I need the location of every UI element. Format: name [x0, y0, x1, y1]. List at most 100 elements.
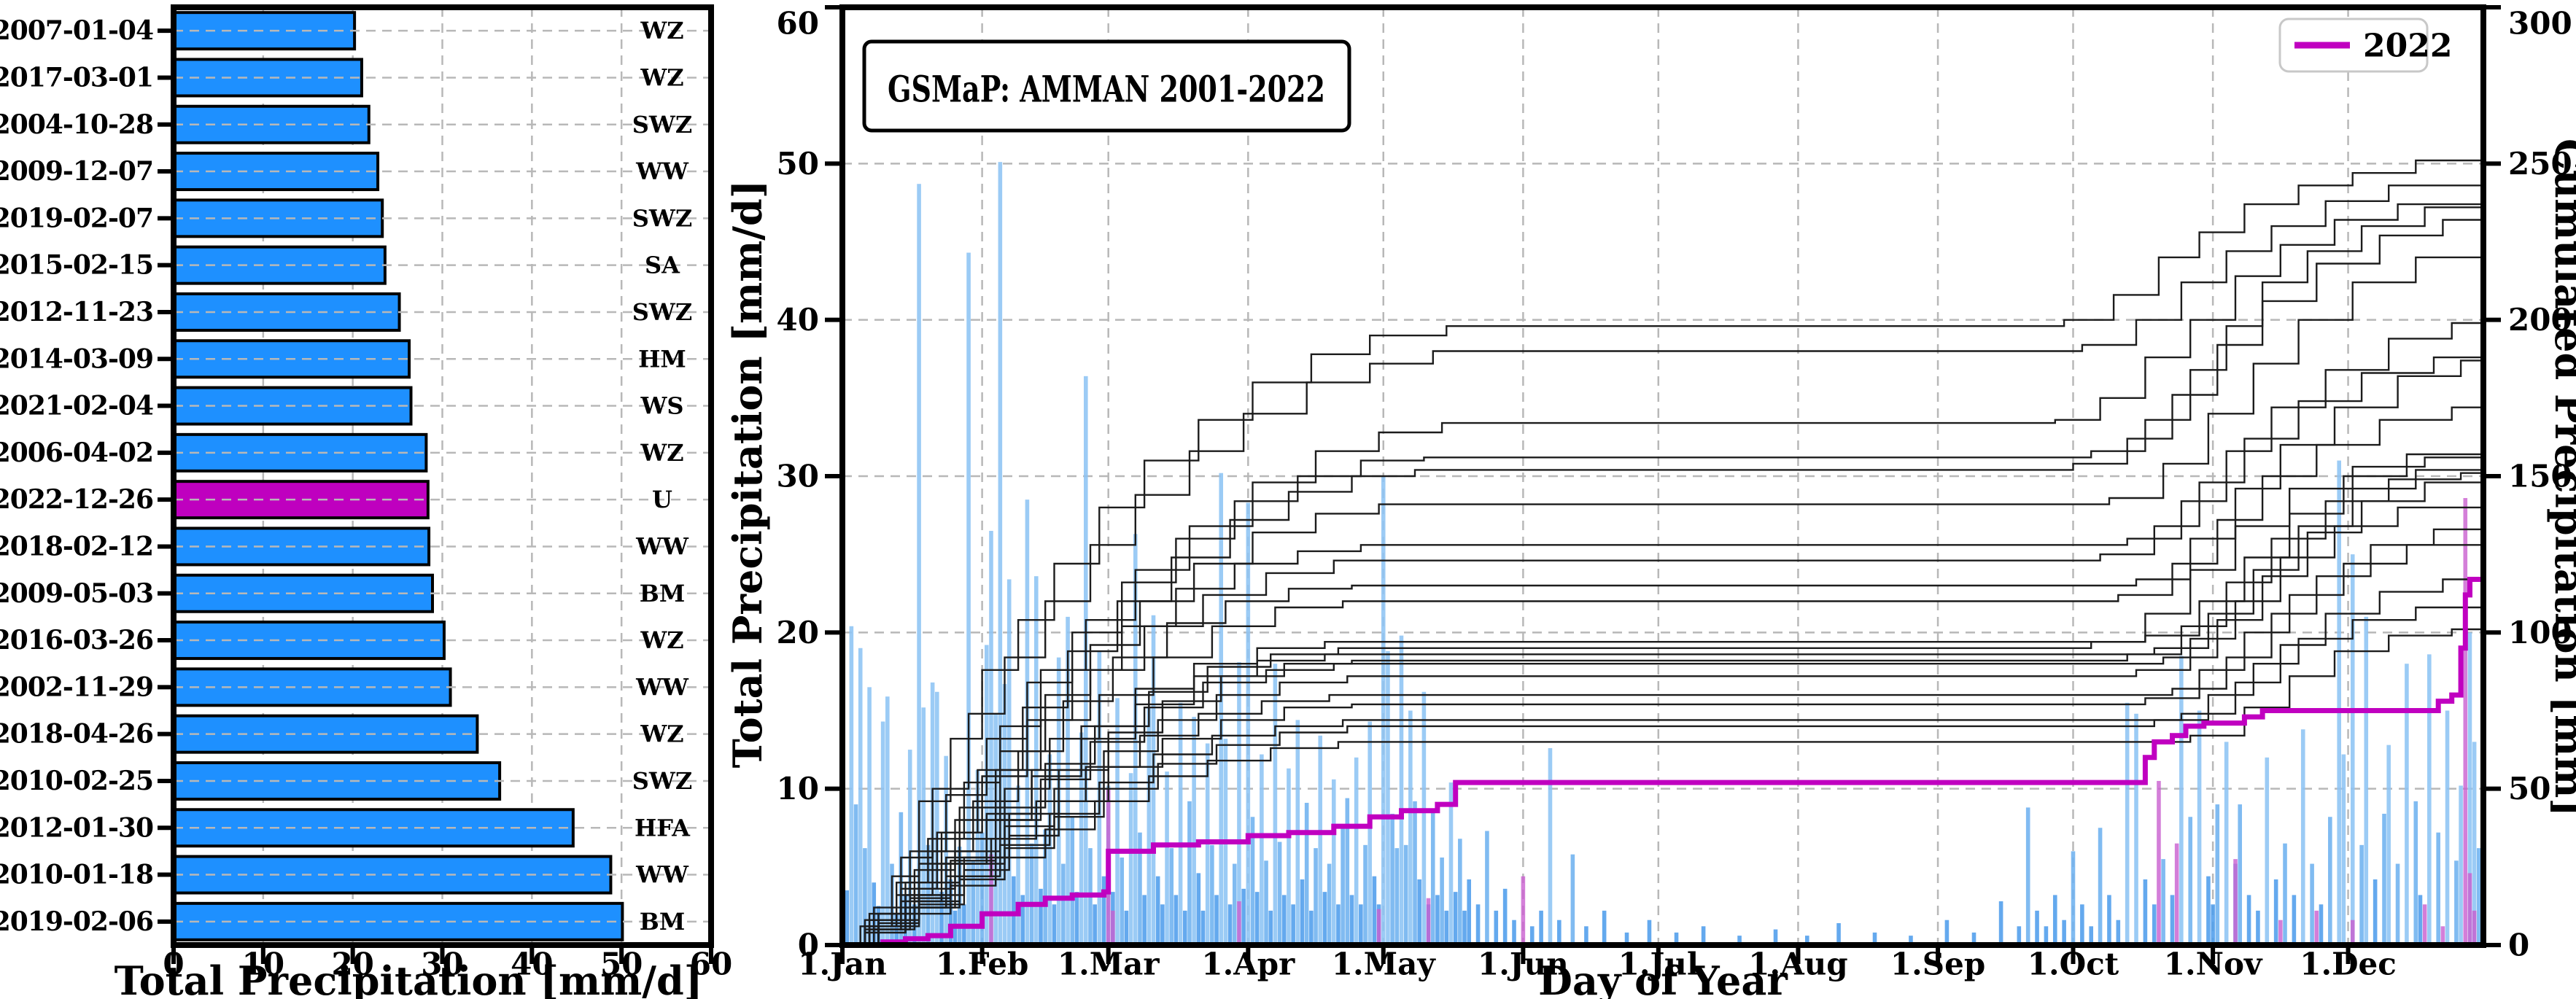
svg-text:2012-01-30: 2012-01-30: [0, 812, 153, 843]
svg-text:BM: BM: [640, 908, 685, 936]
cumulative-line-2017: [842, 213, 2485, 946]
svg-text:2012-11-23: 2012-11-23: [0, 297, 153, 327]
svg-text:WZ: WZ: [640, 720, 683, 748]
right-timeseries-chart: 1.Jan 1.Feb 1.Mar 1.Apr 1.May 1.Jun 1.Jul 1.Aug…: [777, 4, 2572, 982]
svg-text:2019-02-07: 2019-02-07: [0, 203, 153, 233]
right-ticks: [825, 5, 2501, 964]
svg-text:1.Sep: 1.Sep: [1890, 946, 1985, 982]
svg-text:2002-11-29: 2002-11-29: [0, 672, 153, 702]
svg-text:SWZ: SWZ: [632, 767, 692, 795]
left-bar-chart: WZ WZ SWZ WW SWZ SA SWZ HM WS WZ U WW BM WZ WW WZ SWZ HFA…: [0, 4, 732, 982]
svg-text:WZ: WZ: [640, 17, 683, 44]
left-hgrid: [174, 29, 711, 923]
svg-text:1.Oct: 1.Oct: [2028, 946, 2119, 982]
right-right-ytick-labels: 0 50 100 150 200 250 300: [2508, 6, 2572, 963]
right-right-yaxis-title: Cumulated Precipitation [mm]: [2546, 139, 2576, 817]
svg-text:U: U: [652, 486, 672, 513]
svg-text:30: 30: [421, 946, 463, 982]
svg-text:BM: BM: [640, 580, 685, 607]
svg-text:60: 60: [777, 6, 819, 42]
svg-text:2006-04-02: 2006-04-02: [0, 438, 153, 468]
svg-text:WS: WS: [640, 392, 683, 420]
cumulative-line-2004: [842, 535, 2485, 946]
svg-text:50: 50: [600, 946, 643, 982]
cumulative-line-2019: [842, 195, 2485, 946]
svg-text:SWZ: SWZ: [632, 298, 692, 326]
svg-text:HM: HM: [638, 345, 686, 373]
svg-text:2004-10-28: 2004-10-28: [0, 109, 153, 140]
chart-title: GSMaP: AMMAN 2001-2022: [888, 68, 1325, 111]
svg-text:10: 10: [242, 946, 284, 982]
svg-text:2015-02-15: 2015-02-15: [0, 250, 153, 281]
svg-text:SWZ: SWZ: [632, 204, 692, 232]
cumulative-line-2021: [842, 154, 2485, 946]
svg-text:1.Jul: 1.Jul: [1618, 946, 1699, 982]
svg-text:2017-03-01: 2017-03-01: [0, 62, 153, 93]
svg-text:WW: WW: [635, 861, 689, 889]
cumulative-line-2022: [842, 576, 2486, 948]
cumulative-line-2005: [842, 523, 2485, 946]
left-date-labels: 2007-01-04 2017-03-01 2004-10-28 2009-12-07…: [0, 15, 154, 937]
right-left-yaxis-title: Total Precipitation [mm/d]: [724, 180, 771, 769]
cumulative-line-2001: [842, 626, 2485, 946]
svg-text:1.Jan: 1.Jan: [798, 946, 886, 982]
svg-text:250: 250: [2508, 146, 2572, 182]
cumulative-line-2014: [842, 351, 2485, 946]
svg-text:1.Jun: 1.Jun: [1478, 946, 1569, 982]
svg-text:20: 20: [777, 615, 819, 650]
right-xtick-labels: 1.Jan 1.Feb 1.Mar 1.Apr 1.May 1.Jun 1.Jul 1.Aug…: [798, 946, 2397, 982]
cumulative-line-2008: [842, 470, 2485, 946]
bar-2017-03-01: [174, 58, 363, 98]
bar-2002-11-29: [174, 667, 452, 707]
legend-frame: [2278, 18, 2429, 73]
cumulative-line-2016: [842, 241, 2485, 946]
chart-title-box: GSMaP: AMMAN 2001-2022: [862, 39, 1351, 133]
svg-text:1.Dec: 1.Dec: [2300, 946, 2397, 982]
chart-title-frame: [862, 39, 1351, 133]
svg-text:100: 100: [2508, 615, 2572, 650]
svg-text:1.Apr: 1.Apr: [1201, 946, 1295, 982]
svg-text:2010-02-25: 2010-02-25: [0, 766, 153, 796]
svg-text:2018-04-26: 2018-04-26: [0, 719, 153, 750]
left-xaxis-title: Total Precipitation [mm/d]: [115, 957, 703, 999]
svg-text:WW: WW: [635, 532, 689, 560]
svg-text:2010-01-18: 2010-01-18: [0, 860, 153, 890]
svg-text:0: 0: [163, 946, 184, 982]
cumulative-line-2018: [842, 198, 2485, 946]
cumulative-line-2012: [842, 404, 2485, 946]
cumulative-line-2010: [842, 454, 2485, 946]
svg-text:50: 50: [777, 146, 819, 182]
svg-text:40: 40: [511, 946, 553, 982]
svg-text:1.Nov: 1.Nov: [2164, 946, 2263, 982]
svg-text:10: 10: [777, 771, 819, 806]
svg-text:150: 150: [2508, 459, 2572, 494]
left-ticks: [158, 28, 713, 964]
svg-text:2018-02-12: 2018-02-12: [0, 531, 153, 561]
svg-text:50: 50: [2508, 771, 2550, 806]
svg-text:2022-12-26: 2022-12-26: [0, 484, 153, 515]
svg-text:WZ: WZ: [640, 626, 683, 654]
cumulative-lines-2001-2021: [842, 154, 2485, 946]
cumulative-line-2003: [842, 576, 2485, 946]
svg-text:2009-05-03: 2009-05-03: [0, 578, 153, 609]
left-xtick-labels: 0 10 20 30 40 50 60: [163, 946, 732, 982]
svg-text:WZ: WZ: [640, 63, 683, 91]
svg-text:200: 200: [2508, 302, 2572, 338]
svg-text:40: 40: [777, 302, 819, 338]
svg-text:WW: WW: [635, 673, 689, 701]
svg-text:2009-12-07: 2009-12-07: [0, 156, 153, 187]
svg-text:SWZ: SWZ: [632, 111, 692, 139]
svg-text:20: 20: [331, 946, 373, 982]
right-grid: [842, 7, 2483, 945]
right-left-ytick-labels: 0 10 20 30 40 50 60: [777, 6, 819, 963]
legend-label-2022: 2022: [2363, 28, 2452, 65]
svg-text:0: 0: [798, 928, 819, 963]
cumulative-line-2002: [842, 601, 2485, 946]
svg-text:2014-03-09: 2014-03-09: [0, 343, 153, 374]
svg-text:300: 300: [2508, 6, 2572, 42]
svg-text:2021-02-04: 2021-02-04: [0, 391, 153, 421]
svg-text:30: 30: [777, 459, 819, 494]
svg-text:1.Aug: 1.Aug: [1748, 946, 1847, 982]
svg-text:2019-02-06: 2019-02-06: [0, 906, 153, 937]
